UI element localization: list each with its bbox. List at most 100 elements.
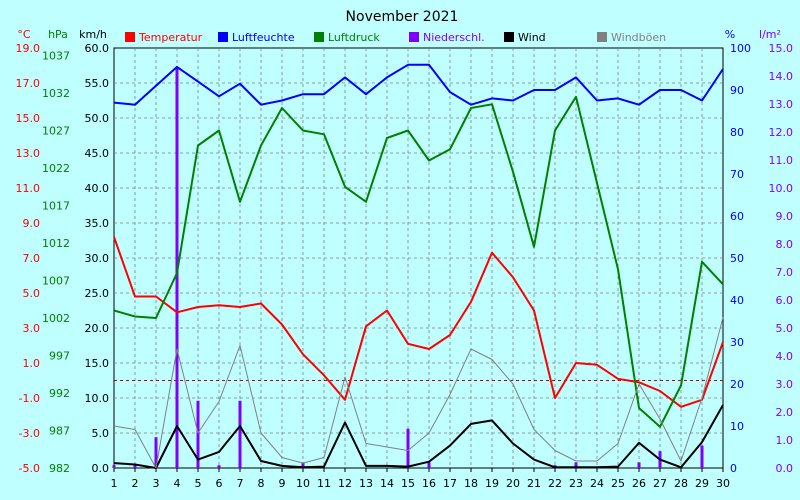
precipitation-bar xyxy=(112,465,116,468)
rain-tick-label: 13.0 xyxy=(769,98,794,111)
legend-swatch xyxy=(314,32,324,42)
rain-tick-label: 12.0 xyxy=(769,126,794,139)
precipitation-bar xyxy=(427,462,431,468)
wind-tick-label: 55.0 xyxy=(85,77,110,90)
x-tick-label: 10 xyxy=(296,477,310,490)
temp-tick-label: 5.0 xyxy=(23,287,41,300)
series-line-windb-en xyxy=(113,317,724,469)
x-tick-label: 9 xyxy=(279,477,286,490)
rain-tick-label: 10.0 xyxy=(769,182,794,195)
press-tick-label: 987 xyxy=(49,425,70,438)
hum-tick-label: 70 xyxy=(730,168,744,181)
x-tick-label: 4 xyxy=(174,477,181,490)
legend-label: Luftfeuchte xyxy=(232,31,295,44)
wind-tick-label: 35.0 xyxy=(85,217,110,230)
wind-tick-label: 0.0 xyxy=(92,462,110,475)
wind-tick-label: 15.0 xyxy=(85,357,110,370)
x-tick-label: 18 xyxy=(464,477,478,490)
temp-tick-label: 11.0 xyxy=(16,182,41,195)
temp-axis-unit: °C xyxy=(17,28,31,41)
wind-tick-label: 60.0 xyxy=(85,42,110,55)
wind-tick-label: 45.0 xyxy=(85,147,110,160)
x-tick-label: 27 xyxy=(653,477,667,490)
x-tick-label: 28 xyxy=(674,477,688,490)
legend-label: Niederschl. xyxy=(423,31,485,44)
hum-tick-label: 0 xyxy=(730,462,737,475)
hum-tick-label: 20 xyxy=(730,378,744,391)
series-line-temperatur xyxy=(113,236,724,408)
legend-swatch xyxy=(218,32,228,42)
x-tick-label: 12 xyxy=(338,477,352,490)
rain-tick-label: 4.0 xyxy=(776,350,794,363)
rain-tick-label: 8.0 xyxy=(776,238,794,251)
press-axis-unit: hPa xyxy=(48,28,68,41)
wind-tick-label: 40.0 xyxy=(85,182,110,195)
temp-tick-label: 3.0 xyxy=(23,322,41,335)
wind-tick-label: 50.0 xyxy=(85,112,110,125)
temp-tick-label: -3.0 xyxy=(19,427,40,440)
press-tick-label: 1032 xyxy=(42,87,70,100)
x-tick-label: 21 xyxy=(527,477,541,490)
hum-tick-label: 100 xyxy=(730,42,751,55)
wind-tick-label: 5.0 xyxy=(92,427,110,440)
press-tick-label: 992 xyxy=(49,387,70,400)
precipitation-bar xyxy=(406,428,410,468)
x-tick-label: 30 xyxy=(716,477,730,490)
legend-item: Temperatur xyxy=(125,31,203,44)
x-tick-label: 7 xyxy=(237,477,244,490)
series-line-luftfeuchte xyxy=(113,63,724,106)
series-line-wind xyxy=(113,404,724,469)
press-tick-label: 1017 xyxy=(42,200,70,213)
wind-tick-label: 30.0 xyxy=(85,252,110,265)
rain-tick-label: 14.0 xyxy=(769,70,794,83)
x-tick-label: 25 xyxy=(611,477,625,490)
press-tick-label: 997 xyxy=(49,350,70,363)
x-tick-label: 17 xyxy=(443,477,457,490)
x-tick-label: 26 xyxy=(632,477,646,490)
temp-tick-label: 9.0 xyxy=(23,217,41,230)
x-tick-label: 23 xyxy=(569,477,583,490)
x-tick-label: 3 xyxy=(153,477,160,490)
press-tick-label: 1007 xyxy=(42,275,70,288)
x-tick-label: 13 xyxy=(359,477,373,490)
legend-item: Wind xyxy=(504,31,546,44)
temp-tick-label: 17.0 xyxy=(16,77,41,90)
legend-label: Windböen xyxy=(611,31,666,44)
rain-tick-label: 3.0 xyxy=(776,378,794,391)
temp-tick-label: 19.0 xyxy=(16,42,41,55)
legend-item: Luftfeuchte xyxy=(218,31,295,44)
hum-axis-unit: % xyxy=(725,28,735,41)
press-tick-label: 1002 xyxy=(42,312,70,325)
hum-tick-label: 90 xyxy=(730,84,744,97)
precipitation-bar xyxy=(301,462,305,468)
series-line-luftdruck xyxy=(113,95,724,428)
x-tick-label: 1 xyxy=(111,477,118,490)
hum-tick-label: 60 xyxy=(730,210,744,223)
x-tick-label: 22 xyxy=(548,477,562,490)
x-tick-label: 29 xyxy=(695,477,709,490)
legend-swatch xyxy=(597,32,607,42)
x-tick-label: 14 xyxy=(380,477,394,490)
temp-tick-label: 15.0 xyxy=(16,112,41,125)
press-tick-label: 1037 xyxy=(42,50,70,63)
temp-tick-label: 13.0 xyxy=(16,147,41,160)
x-tick-label: 20 xyxy=(506,477,520,490)
rain-tick-label: 6.0 xyxy=(776,294,794,307)
x-tick-label: 6 xyxy=(216,477,223,490)
precipitation-bar xyxy=(238,400,242,468)
x-tick-label: 11 xyxy=(317,477,331,490)
rain-tick-label: 5.0 xyxy=(776,322,794,335)
rain-axis-unit: l/m² xyxy=(759,28,781,41)
rain-tick-label: 15.0 xyxy=(769,42,794,55)
wind-tick-label: 20.0 xyxy=(85,322,110,335)
press-tick-label: 1027 xyxy=(42,125,70,138)
wind-axis-unit: km/h xyxy=(79,28,107,41)
hum-tick-label: 30 xyxy=(730,336,744,349)
legend-item: Luftdruck xyxy=(314,31,380,44)
precipitation-bar xyxy=(217,465,221,468)
wind-tick-label: 10.0 xyxy=(85,392,110,405)
legend-label: Wind xyxy=(518,31,546,44)
legend-swatch xyxy=(125,32,135,42)
x-tick-label: 15 xyxy=(401,477,415,490)
